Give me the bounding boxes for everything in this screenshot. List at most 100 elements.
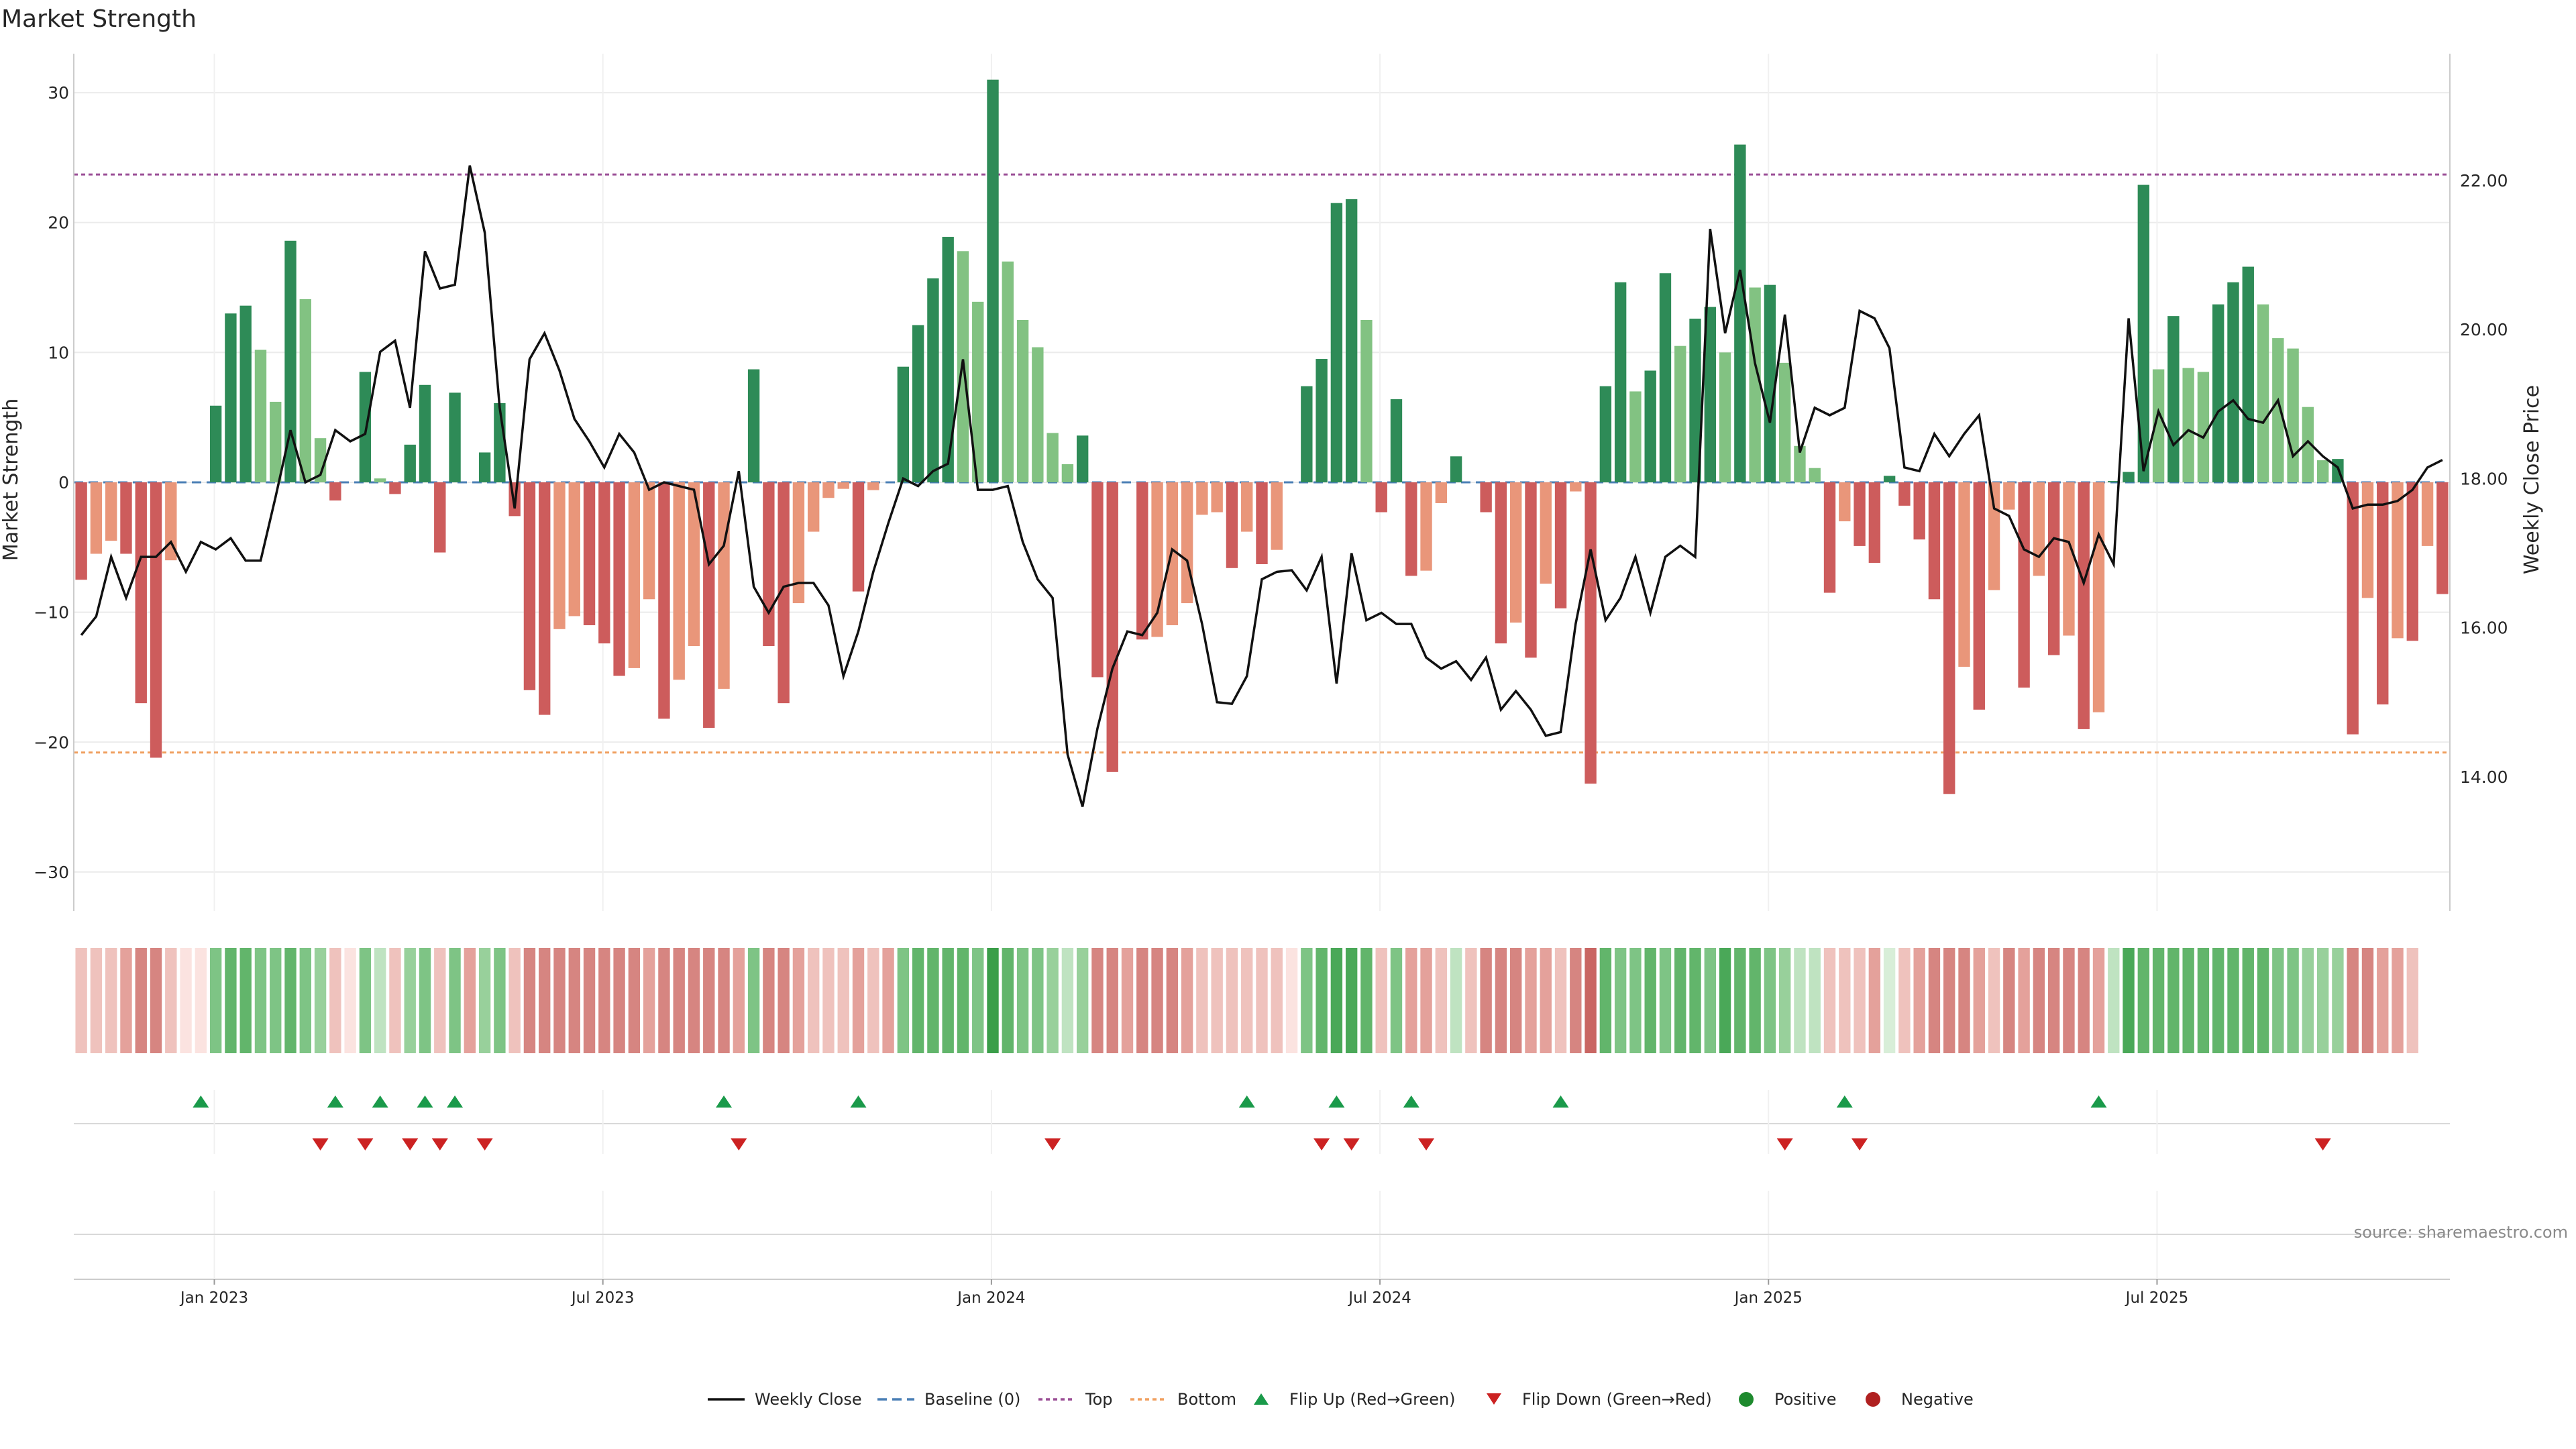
strength-bar [1868, 482, 1881, 564]
flip-down-marker [476, 1138, 493, 1150]
strength-bar [2108, 481, 2120, 482]
y-tick-label-right: 18.00 [2460, 469, 2508, 488]
heat-cell [927, 948, 939, 1053]
heat-cell [1046, 948, 1059, 1053]
strength-bar [897, 366, 910, 482]
empty-panel [74, 1191, 2450, 1278]
strength-bar [927, 278, 939, 482]
heat-cell [508, 948, 521, 1053]
heat-cell [1166, 948, 1179, 1053]
flip-down-marker [431, 1138, 448, 1150]
heat-cell [628, 948, 641, 1053]
heat-cell [1121, 948, 1134, 1053]
heat-cell [1943, 948, 1955, 1053]
heat-cell [120, 948, 132, 1053]
strength-bar [1913, 482, 1925, 540]
heat-cell [1016, 948, 1029, 1053]
heat-cell [1316, 948, 1328, 1053]
strength-bar [2063, 482, 2075, 636]
flip-down-marker [1044, 1138, 1061, 1150]
heat-cell [1599, 948, 1612, 1053]
heat-cell [434, 948, 446, 1053]
heat-cell [942, 948, 954, 1053]
strength-bar [1794, 445, 1806, 482]
strength-bar [1076, 435, 1089, 482]
heat-cell [1061, 948, 1074, 1053]
heat-cell [1629, 948, 1642, 1053]
heat-cell [1091, 948, 1104, 1053]
heat-cell [583, 948, 596, 1053]
heat-cell [374, 948, 386, 1053]
strength-bar [2018, 482, 2030, 688]
strength-bar [1390, 399, 1403, 482]
strength-bar [1450, 456, 1462, 482]
heat-cell [1570, 948, 1582, 1053]
strength-bar [1271, 482, 1283, 550]
strength-bar [284, 240, 297, 482]
strength-bar [1181, 482, 1193, 604]
heat-cell [553, 948, 566, 1053]
heat-cell [688, 948, 700, 1053]
strength-bar [1211, 482, 1223, 513]
flip-up-marker [447, 1095, 464, 1108]
heat-cell [1704, 948, 1716, 1053]
legend-swatch [1739, 1392, 1754, 1407]
heat-cell [1241, 948, 1253, 1053]
heat-cell [90, 948, 103, 1053]
heat-cell [1480, 948, 1492, 1053]
heat-cell [1794, 948, 1806, 1053]
strength-bar [987, 79, 999, 482]
strength-bar [1136, 482, 1148, 640]
strength-bar [1480, 482, 1492, 513]
strength-bar [1599, 386, 1612, 482]
strength-bar [1196, 482, 1208, 515]
heat-cell [2287, 948, 2299, 1053]
legend-item: Bottom [1130, 1390, 1236, 1409]
heat-cell [1644, 948, 1656, 1053]
strength-bar [389, 482, 401, 494]
strength-bar [2392, 482, 2404, 639]
heat-cell [1271, 948, 1283, 1053]
strength-bar [2272, 338, 2284, 482]
legend-swatch [1866, 1392, 1880, 1407]
heat-cell [1420, 948, 1432, 1053]
x-tick-label: Jan 2025 [1733, 1289, 1803, 1307]
heat-cell [1360, 948, 1373, 1053]
heat-cell [105, 948, 117, 1053]
strength-bar [792, 482, 805, 604]
strength-bar [1778, 362, 1791, 482]
heat-cell [1749, 948, 1761, 1053]
flip-up-marker [716, 1095, 733, 1108]
strength-bar [2287, 348, 2299, 482]
strength-bar [2033, 482, 2045, 576]
strength-bar [449, 392, 461, 482]
heat-cell [404, 948, 416, 1053]
heat-cell [2018, 948, 2030, 1053]
strength-bar [1554, 482, 1567, 608]
heat-cell [1674, 948, 1686, 1053]
strength-bar [2212, 304, 2224, 482]
strength-bar [1749, 287, 1761, 482]
strength-bar [1330, 203, 1343, 482]
strength-bar [1689, 319, 1701, 482]
strength-bar [374, 478, 386, 482]
flip-up-marker [1328, 1095, 1345, 1108]
y-tick-label-left: −30 [34, 863, 69, 882]
strength-bar [165, 482, 177, 561]
heat-cell [1973, 948, 1985, 1053]
heat-cell [1719, 948, 1731, 1053]
y-tick-label-left: −10 [34, 603, 69, 623]
strength-bar [747, 369, 760, 482]
heat-cell [2227, 948, 2239, 1053]
heat-cell [703, 948, 715, 1053]
strength-bar [90, 482, 103, 554]
strength-bar [2361, 482, 2374, 598]
heat-cell [254, 948, 267, 1053]
flip-up-marker [850, 1095, 867, 1108]
strength-bar [1360, 319, 1373, 482]
flip-up-marker [327, 1095, 343, 1108]
flip-down-marker [1418, 1138, 1435, 1150]
strength-bar [1226, 482, 1238, 568]
strength-bar [523, 482, 536, 690]
